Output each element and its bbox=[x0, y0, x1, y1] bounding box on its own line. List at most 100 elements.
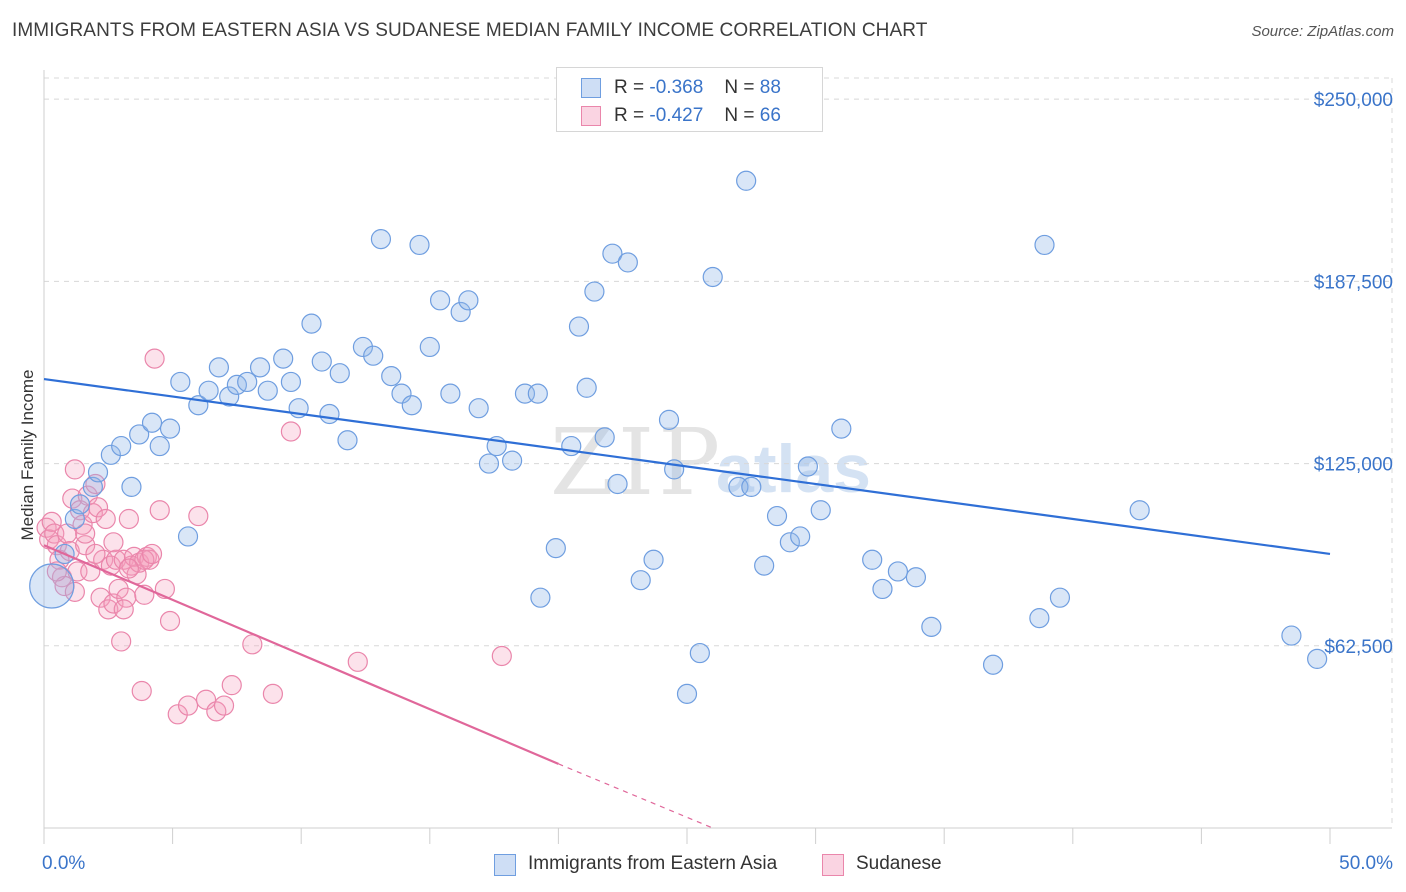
sudanese-point bbox=[167, 704, 188, 725]
eastern-asia-point bbox=[337, 430, 358, 451]
eastern-asia-point bbox=[429, 290, 451, 311]
eastern-asia-point bbox=[198, 380, 219, 401]
eastern-asia-point bbox=[1129, 500, 1150, 521]
watermark-zip: ZIP bbox=[550, 409, 724, 516]
eastern-asia-point bbox=[1049, 587, 1071, 608]
eastern-asia-point bbox=[790, 526, 811, 547]
tick-labels: $62,500 $125,000 $187,500 $250,000 0.0% 50.0% bbox=[42, 90, 1393, 874]
eastern-asia-point bbox=[676, 683, 698, 704]
sudanese-trend-extension bbox=[558, 763, 713, 829]
eastern-asia-point bbox=[643, 549, 664, 570]
sudanese-trend-line bbox=[43, 544, 559, 765]
eastern-asia-point bbox=[689, 642, 710, 664]
bottom-legend-label: Immigrants from Eastern Asia bbox=[528, 853, 778, 874]
legend-r-value: -0.368 bbox=[649, 77, 704, 98]
sudanese-point bbox=[118, 558, 139, 579]
sudanese-point bbox=[113, 599, 134, 620]
eastern-asia-point bbox=[450, 301, 471, 323]
eastern-asia-point bbox=[219, 386, 240, 407]
y-tick-label: $187,500 bbox=[1314, 272, 1393, 293]
sudanese-point bbox=[491, 645, 512, 667]
legend-n-label: N = bbox=[724, 105, 755, 126]
y-axis-label: Median Family Income bbox=[18, 369, 37, 540]
eastern-asia-point bbox=[280, 371, 302, 393]
legend-swatch-pink bbox=[581, 106, 601, 126]
sudanese-point bbox=[64, 581, 85, 602]
eastern-asia-point bbox=[249, 357, 271, 378]
sudanese-point bbox=[144, 348, 165, 369]
legend-r-label: R = bbox=[614, 105, 645, 126]
sudanese-point bbox=[131, 680, 152, 702]
eastern-asia-point bbox=[658, 409, 680, 430]
sudanese-point bbox=[149, 500, 170, 521]
eastern-asia-point bbox=[381, 366, 402, 387]
eastern-asia-point bbox=[584, 281, 605, 302]
legend-n-value: 66 bbox=[759, 105, 781, 126]
eastern-asia-point bbox=[100, 444, 121, 465]
eastern-asia-trend-line bbox=[43, 377, 1331, 556]
eastern-asia-point bbox=[530, 587, 551, 608]
eastern-asia-point bbox=[921, 616, 942, 637]
eastern-asia-point bbox=[1307, 648, 1328, 670]
sudanese-point bbox=[141, 543, 163, 565]
sudanese-point bbox=[195, 689, 217, 710]
watermark-atlas: atlas bbox=[716, 431, 871, 507]
eastern-asia-point bbox=[741, 476, 762, 497]
x-tick-label-min: 0.0% bbox=[42, 853, 85, 874]
eastern-asia-point bbox=[319, 403, 340, 425]
eastern-asia-point bbox=[87, 462, 109, 483]
sudanese-point bbox=[221, 675, 242, 696]
eastern-asia-point bbox=[872, 578, 893, 600]
eastern-asia-point bbox=[982, 654, 1004, 675]
eastern-asia-point bbox=[736, 170, 757, 191]
eastern-asia-point bbox=[1034, 234, 1055, 256]
sudanese-points bbox=[36, 348, 512, 725]
eastern-asia-point bbox=[391, 383, 412, 404]
sudanese-point bbox=[111, 631, 132, 652]
eastern-asia-point bbox=[458, 290, 479, 311]
eastern-asia-point bbox=[831, 418, 852, 439]
eastern-asia-point bbox=[545, 538, 566, 559]
eastern-asia-point bbox=[887, 561, 909, 582]
sudanese-point bbox=[347, 651, 368, 672]
sudanese-point bbox=[85, 543, 106, 565]
axes bbox=[43, 70, 1392, 844]
trend-lines bbox=[43, 377, 1331, 829]
bottom-legend-label: Sudanese bbox=[856, 853, 942, 874]
y-tick-label: $250,000 bbox=[1314, 90, 1393, 111]
sudanese-point bbox=[90, 587, 111, 608]
eastern-asia-point bbox=[1029, 607, 1050, 629]
eastern-asia-point bbox=[311, 351, 332, 372]
eastern-asia-point bbox=[576, 377, 597, 398]
eastern-asia-point bbox=[630, 570, 651, 591]
eastern-asia-point bbox=[766, 505, 788, 527]
sudanese-point bbox=[64, 459, 85, 480]
chart-title: IMMIGRANTS FROM EASTERN ASIA VS SUDANESE… bbox=[12, 20, 928, 41]
eastern-asia-point bbox=[129, 424, 150, 445]
y-tick-label: $125,000 bbox=[1314, 455, 1393, 476]
eastern-asia-point bbox=[594, 427, 615, 448]
legend-swatch-blue bbox=[581, 78, 601, 98]
eastern-asia-point bbox=[149, 435, 170, 457]
legend-r-label: R = bbox=[614, 77, 645, 98]
eastern-asia-point bbox=[527, 383, 548, 404]
sudanese-point bbox=[280, 421, 302, 442]
eastern-asia-point bbox=[29, 563, 75, 609]
legend-n-value: 88 bbox=[759, 77, 781, 98]
eastern-asia-point bbox=[478, 453, 500, 474]
eastern-asia-point bbox=[440, 383, 461, 404]
x-tick-label-max: 50.0% bbox=[1339, 853, 1393, 874]
eastern-asia-point bbox=[754, 555, 775, 576]
eastern-asia-point bbox=[502, 450, 523, 471]
eastern-asia-point bbox=[141, 412, 163, 433]
y-tick-label: $62,500 bbox=[1324, 637, 1393, 658]
eastern-asia-point bbox=[370, 228, 392, 250]
sudanese-point bbox=[118, 508, 139, 530]
eastern-asia-point bbox=[363, 345, 384, 366]
legend-r-value: -0.427 bbox=[649, 105, 704, 126]
eastern-asia-point bbox=[273, 348, 294, 369]
eastern-asia-point bbox=[607, 473, 628, 495]
eastern-asia-point bbox=[237, 371, 258, 393]
sudanese-point bbox=[159, 610, 181, 632]
eastern-asia-point bbox=[468, 398, 489, 419]
